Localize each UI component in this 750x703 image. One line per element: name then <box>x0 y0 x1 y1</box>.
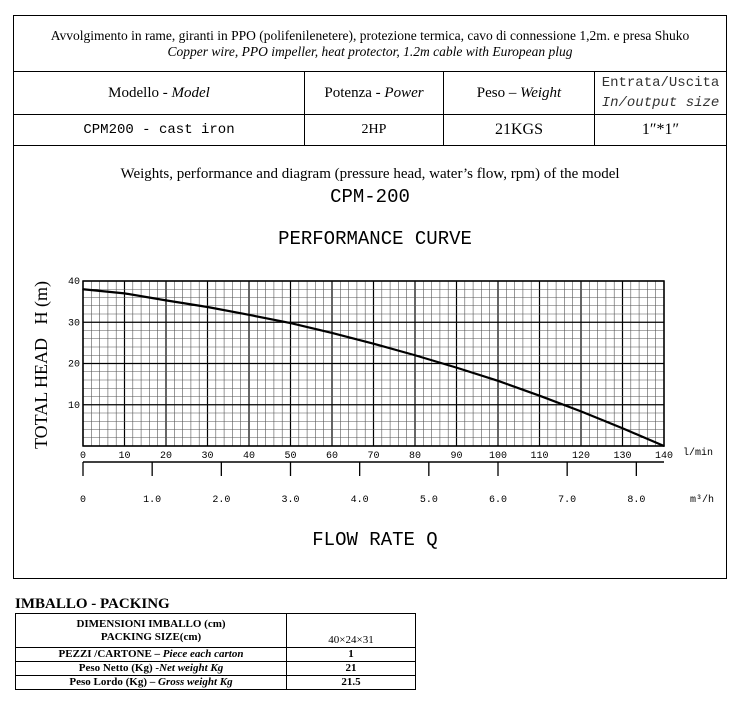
curve-point <box>414 354 416 357</box>
curve-point <box>289 322 292 324</box>
x-tick-label: 60 <box>326 451 338 462</box>
packing-value: 21 <box>286 661 416 676</box>
curve-point <box>538 394 541 397</box>
x-tick-label: 70 <box>367 451 379 462</box>
header-weight: Peso – Weight <box>443 71 595 115</box>
x-axis-title: FLOW RATE Q <box>312 529 437 551</box>
chart-title: PERFORMANCE CURVE <box>278 228 472 250</box>
x2-tick-label: 8.0 <box>627 495 645 506</box>
y-tick-label: 30 <box>68 318 80 329</box>
x2-tick-label: 4.0 <box>351 495 369 506</box>
chart-cell <box>13 145 727 579</box>
x-tick-label: 120 <box>572 451 590 462</box>
packing-title: IMBALLO - PACKING <box>15 596 170 612</box>
packing-value: 1 <box>286 647 416 662</box>
x2-tick-label: 2.0 <box>212 495 230 506</box>
y-axis-title: TOTAL HEAD H (m) <box>31 281 52 449</box>
x-tick-label: 0 <box>80 451 86 462</box>
x2-unit-label: m³/h <box>690 494 714 506</box>
x-tick-label: 140 <box>655 451 673 462</box>
y-tick-label: 10 <box>68 401 80 412</box>
x-tick-label: 80 <box>409 451 421 462</box>
description-en: Copper wire, PPO impeller, heat protecto… <box>167 43 573 59</box>
curve-point <box>82 288 84 291</box>
packing-label: Peso Lordo (Kg) – Gross weight Kg <box>15 675 287 690</box>
plot-frame <box>82 280 665 447</box>
curve-point <box>123 292 126 295</box>
x-tick-label: 20 <box>160 451 172 462</box>
packing-label: Peso Netto (Kg) -Net weight Kg <box>15 661 287 676</box>
x-tick-label: 50 <box>284 451 296 462</box>
curve-point <box>455 366 458 369</box>
x2-tick-label: 7.0 <box>558 495 576 506</box>
x-tick-label: 40 <box>243 451 255 462</box>
packing-label: PEZZI /CARTONE – Piece each carton <box>15 647 287 662</box>
cell-weight: 21KGS <box>443 114 595 146</box>
performance-chart: Weights, performance and diagram (pressu… <box>31 166 714 551</box>
header-power: Potenza - Power <box>304 71 444 115</box>
x-tick-label: 100 <box>489 451 507 462</box>
x2-tick-label: 0 <box>80 495 86 506</box>
y-tick-label: 20 <box>68 360 80 371</box>
cell-size: 1″*1″ <box>594 114 727 146</box>
chart-caption: Weights, performance and diagram (pressu… <box>120 166 619 182</box>
description-it: Avvolgimento in rame, giranti in PPO (po… <box>50 27 690 43</box>
x-tick-label: 90 <box>450 451 462 462</box>
x-tick-label: 10 <box>118 451 130 462</box>
header-model: Modello - Model <box>13 71 305 115</box>
x-tick-label: 130 <box>613 451 631 462</box>
header-size: Entrata/Uscita In/output size <box>594 71 727 115</box>
packing-value: 21.5 <box>286 675 416 690</box>
curve-point <box>331 332 333 334</box>
curve-point <box>663 445 665 447</box>
curve-point <box>621 427 624 430</box>
chart-model: CPM-200 <box>330 186 410 208</box>
x2-tick-label: 6.0 <box>489 495 507 506</box>
packing-value: 40×24×31 <box>286 613 416 648</box>
spec-table: Avvolgimento in rame, giranti in PPO (po… <box>13 15 727 146</box>
x2-tick-label: 1.0 <box>143 495 161 506</box>
y-tick-label: 40 <box>68 277 80 288</box>
x-tick-label: 110 <box>530 451 548 462</box>
curve-point <box>165 299 167 302</box>
curve-point <box>248 314 250 316</box>
x2-tick-label: 3.0 <box>281 495 299 506</box>
curve-point <box>497 380 499 382</box>
packing-table: DIMENSIONI IMBALLO (cm) PACKING SIZE(cm) 4… <box>15 613 416 690</box>
x-tick-label: 30 <box>201 451 213 462</box>
curve-point <box>206 306 209 308</box>
packing-label: DIMENSIONI IMBALLO (cm) PACKING SIZE(cm) <box>15 613 287 648</box>
x-unit-label: l/min <box>683 447 713 459</box>
curve-point <box>580 410 582 413</box>
x2-tick-label: 5.0 <box>420 495 438 506</box>
curve-point <box>372 342 375 345</box>
